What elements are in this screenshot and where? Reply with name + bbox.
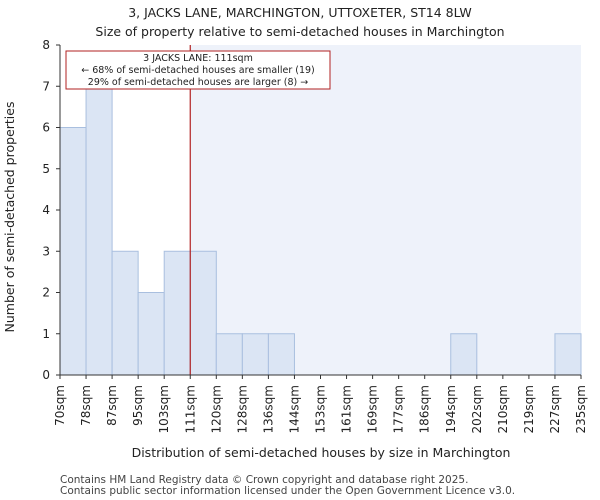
x-tick-label-177sqm: 177sqm [392,385,406,433]
x-tick-label-227sqm: 227sqm [548,385,562,433]
bar-87sqm [111,250,139,376]
y-tick-label-5: 5 [42,162,50,176]
y-tick-label-6: 6 [42,121,50,135]
x-tick-label-194sqm: 194sqm [444,385,458,433]
x-tick-label-202sqm: 202sqm [470,385,484,433]
y-axis-label: Number of semi-detached properties [2,102,17,333]
bar-95sqm [137,292,165,376]
y-tick-label-2: 2 [42,286,50,300]
bar-103sqm [163,250,191,376]
bar-78sqm [85,85,113,376]
y-tick-label-8: 8 [42,38,50,52]
bar-111sqm [189,250,217,376]
y-tick-label-0: 0 [42,368,50,382]
x-tick-label-120sqm: 120sqm [209,385,223,433]
x-tick-label-136sqm: 136sqm [261,385,275,433]
x-axis-label: Distribution of semi-detached houses by … [132,445,511,460]
y-tick-label-4: 4 [42,203,50,217]
annotation-box [65,50,331,90]
y-tick-label-7: 7 [42,79,50,93]
bar-128sqm [241,333,269,376]
bars-group [59,85,582,376]
bar-227sqm [554,333,582,376]
chart-title: 3, JACKS LANE, MARCHINGTON, UTTOXETER, S… [128,5,472,20]
x-tick-label-153sqm: 153sqm [314,385,328,433]
annotation-line-1: 3 JACKS LANE: 111sqm [143,53,253,64]
chart-subtitle: Size of property relative to semi-detach… [95,24,504,39]
x-tick-label-128sqm: 128sqm [235,385,249,433]
x-tick-label-78sqm: 78sqm [79,385,93,426]
x-tick-label-161sqm: 161sqm [340,385,354,433]
x-tick-label-87sqm: 87sqm [105,385,119,426]
x-tick-label-144sqm: 144sqm [287,385,301,433]
x-tick-label-210sqm: 210sqm [496,385,510,433]
footer-line-2: Contains public sector information licen… [60,485,515,497]
x-tick-label-235sqm: 235sqm [574,385,588,433]
x-tick-label-70sqm: 70sqm [53,385,67,426]
x-tick-label-186sqm: 186sqm [418,385,432,433]
annotation-line-3: 29% of semi-detached houses are larger (… [88,77,308,88]
y-ticks-group: 0 1 2 3 4 5 6 7 8 [42,38,60,382]
x-tick-label-111sqm: 111sqm [183,385,197,433]
footer-line-1: Contains HM Land Registry data © Crown c… [60,474,468,486]
x-ticks-group: 70sqm 78sqm 87sqm 95sqm 103sqm 111sqm 120sqm 12… [53,375,588,433]
x-tick-label-169sqm: 169sqm [366,385,380,433]
y-tick-label-3: 3 [42,244,50,258]
bar-70sqm [59,127,87,376]
larger-properties-shade [190,45,581,375]
y-tick-label-1: 1 [42,327,50,341]
x-tick-label-103sqm: 103sqm [157,385,171,433]
bar-120sqm [215,333,243,376]
x-tick-label-95sqm: 95sqm [131,385,145,426]
annotation-line-2: ← 68% of semi-detached houses are smalle… [81,65,315,76]
bar-136sqm [267,333,295,376]
bar-194sqm [450,333,478,376]
x-tick-label-219sqm: 219sqm [522,385,536,433]
